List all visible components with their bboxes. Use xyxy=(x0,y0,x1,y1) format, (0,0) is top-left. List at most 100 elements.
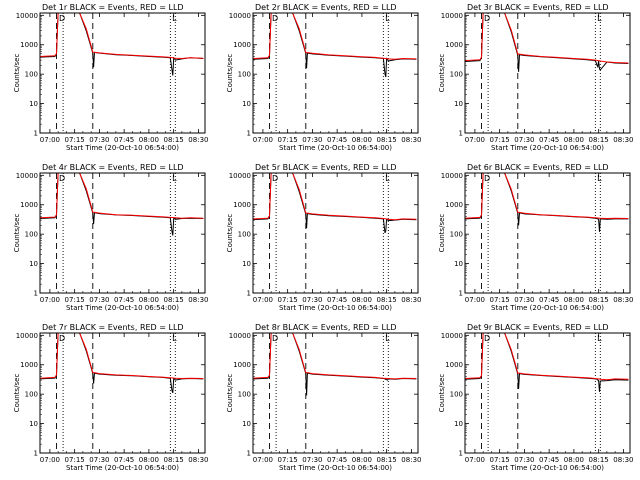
plot-frame xyxy=(252,332,419,454)
series-line-lld xyxy=(40,13,204,60)
y-tick-label: 1 xyxy=(247,130,251,138)
y-tick-label: 1000 xyxy=(233,201,251,209)
event-marker-label: D xyxy=(59,174,65,183)
y-tick-label: 10 xyxy=(29,260,38,268)
x-tick-label: 08:30 xyxy=(401,296,421,304)
x-tick-label: 07:15 xyxy=(490,456,510,464)
x-tick-label: 07:15 xyxy=(278,136,298,144)
y-tick-label: 10000 xyxy=(441,172,463,180)
event-marker-label: L xyxy=(385,334,390,343)
y-tick-label: 1 xyxy=(459,450,463,458)
y-tick-label: 10 xyxy=(29,420,38,428)
event-marker-label: D xyxy=(484,334,490,343)
y-tick-label: 100 xyxy=(238,231,251,239)
x-tick-label: 08:00 xyxy=(352,296,372,304)
series-line-lld xyxy=(465,333,629,381)
y-tick-label: 1000 xyxy=(20,201,38,209)
chart-panel-3: Det 3r BLACK = Events, RED = LLD 07:00 07:… xyxy=(438,3,633,152)
plot-frame xyxy=(252,12,419,134)
series-line-lld xyxy=(253,173,417,221)
series-line-events xyxy=(465,13,629,72)
chart-panel-6: Det 6r BLACK = Events, RED = LLD 07:00 07:… xyxy=(438,163,633,312)
x-tick-label: 07:45 xyxy=(114,296,134,304)
y-tick-label: 1000 xyxy=(445,41,463,49)
x-axis-label: Start Time (20-Oct-10 06:54:00) xyxy=(491,144,604,152)
chart-title: Det 5r BLACK = Events, RED = LLD xyxy=(255,163,397,172)
plot-frame xyxy=(39,172,206,294)
x-tick-label: 08:00 xyxy=(564,296,584,304)
chart-panel-9: Det 9r BLACK = Events, RED = LLD 07:00 07:… xyxy=(438,323,633,472)
y-tick-label: 1000 xyxy=(20,361,38,369)
series-line-events xyxy=(465,173,629,232)
y-tick-label: 10000 xyxy=(441,332,463,340)
y-tick-label: 1 xyxy=(34,290,38,298)
y-tick-label: 100 xyxy=(450,231,463,239)
y-tick-label: 1 xyxy=(459,290,463,298)
x-tick-label: 08:30 xyxy=(188,136,208,144)
event-marker-label: L xyxy=(597,334,602,343)
x-tick-label: 07:15 xyxy=(278,456,298,464)
y-tick-label: 10 xyxy=(29,100,38,108)
y-tick-label: 10 xyxy=(454,260,463,268)
y-axis-label: Counts/sec xyxy=(226,374,234,413)
event-marker-label: L xyxy=(597,14,602,23)
x-tick-label: 08:15 xyxy=(589,296,609,304)
x-tick-label: 07:15 xyxy=(490,136,510,144)
plot-frame xyxy=(464,172,631,294)
x-tick-label: 07:45 xyxy=(114,456,134,464)
x-tick-label: 08:00 xyxy=(564,456,584,464)
x-tick-label: 08:15 xyxy=(589,136,609,144)
x-tick-label: 07:00 xyxy=(465,296,485,304)
y-tick-label: 100 xyxy=(450,391,463,399)
event-marker-label: D xyxy=(59,14,65,23)
x-tick-label: 08:00 xyxy=(564,136,584,144)
y-tick-label: 100 xyxy=(238,391,251,399)
plot-frame xyxy=(464,332,631,454)
x-tick-label: 07:30 xyxy=(514,456,534,464)
x-tick-label: 07:30 xyxy=(514,136,534,144)
event-marker-label: L xyxy=(172,14,177,23)
x-axis-label: Start Time (20-Oct-10 06:54:00) xyxy=(66,144,179,152)
y-tick-label: 10 xyxy=(454,420,463,428)
y-tick-label: 1000 xyxy=(233,361,251,369)
y-tick-label: 1000 xyxy=(233,41,251,49)
chart-panel-8: Det 8r BLACK = Events, RED = LLD 07:00 07:… xyxy=(226,323,421,472)
x-tick-label: 07:15 xyxy=(65,296,85,304)
plot-frame xyxy=(39,12,206,134)
x-tick-label: 07:15 xyxy=(278,296,298,304)
x-tick-label: 08:00 xyxy=(139,136,159,144)
y-axis-label: Counts/sec xyxy=(438,214,446,253)
y-tick-label: 10000 xyxy=(441,12,463,20)
x-tick-label: 08:30 xyxy=(613,456,633,464)
chart-title: Det 8r BLACK = Events, RED = LLD xyxy=(255,323,397,332)
x-tick-label: 07:00 xyxy=(253,136,273,144)
x-tick-label: 07:00 xyxy=(40,296,60,304)
y-axis-label: Counts/sec xyxy=(226,54,234,93)
chart-title: Det 6r BLACK = Events, RED = LLD xyxy=(467,163,609,172)
x-axis-label: Start Time (20-Oct-10 06:54:00) xyxy=(491,304,604,312)
series-line-lld xyxy=(40,173,204,219)
x-tick-label: 07:15 xyxy=(65,136,85,144)
y-tick-label: 100 xyxy=(238,71,251,79)
x-axis-label: Start Time (20-Oct-10 06:54:00) xyxy=(279,464,392,472)
x-tick-label: 07:15 xyxy=(490,296,510,304)
y-tick-label: 10000 xyxy=(16,12,38,20)
y-axis-label: Counts/sec xyxy=(13,374,21,413)
event-marker-label: D xyxy=(484,14,490,23)
chart-panel-5: Det 5r BLACK = Events, RED = LLD 07:00 07:… xyxy=(226,163,421,312)
x-tick-label: 07:00 xyxy=(40,136,60,144)
x-tick-label: 07:30 xyxy=(514,296,534,304)
x-tick-label: 08:00 xyxy=(352,456,372,464)
x-axis-label: Start Time (20-Oct-10 06:54:00) xyxy=(491,464,604,472)
y-tick-label: 10 xyxy=(242,420,251,428)
series-line-lld xyxy=(465,13,629,64)
y-tick-label: 10000 xyxy=(16,172,38,180)
plot-frame xyxy=(39,332,206,454)
event-marker-label: L xyxy=(172,174,177,183)
x-tick-label: 07:45 xyxy=(327,456,347,464)
x-tick-label: 07:00 xyxy=(253,456,273,464)
chart-title: Det 3r BLACK = Events, RED = LLD xyxy=(467,3,609,12)
y-axis-label: Counts/sec xyxy=(13,54,21,93)
x-tick-label: 08:00 xyxy=(139,456,159,464)
y-tick-label: 1 xyxy=(247,450,251,458)
